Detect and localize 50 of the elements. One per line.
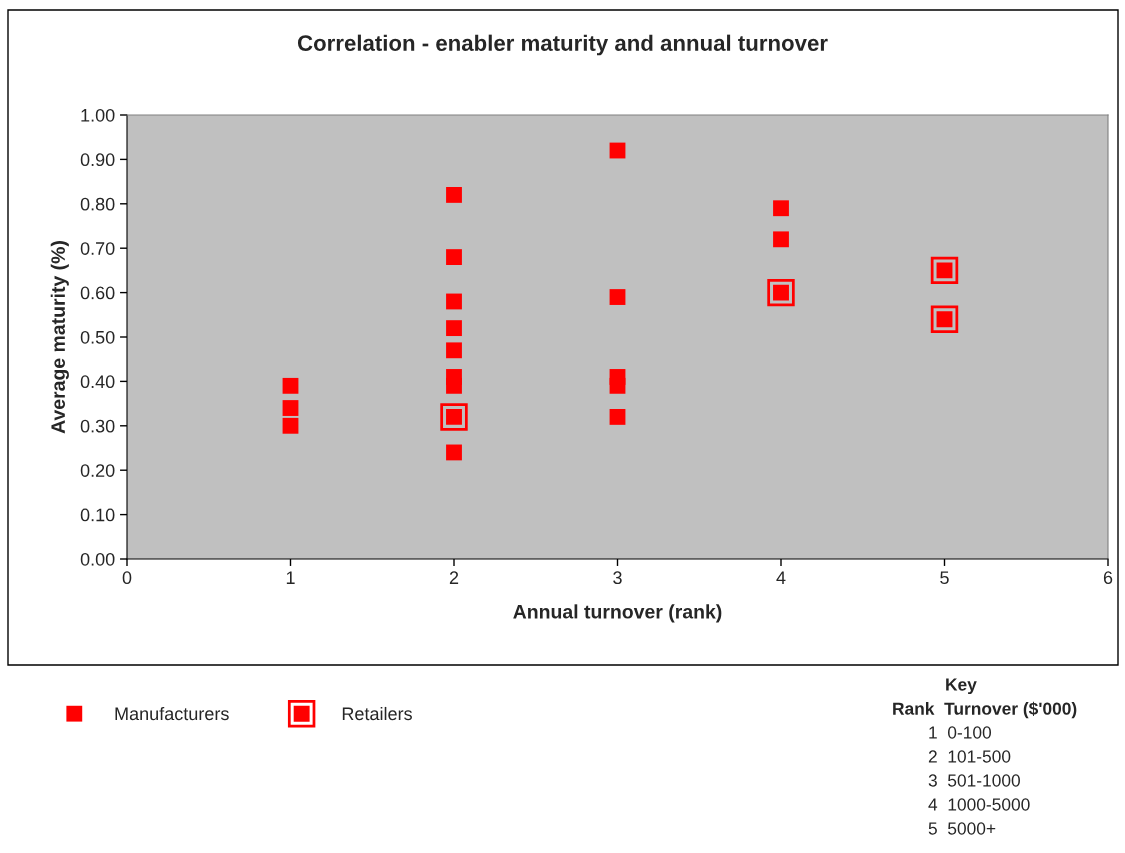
point [773,231,789,248]
point [609,289,626,305]
point [767,278,795,307]
point [446,342,462,359]
point [930,305,959,333]
text: 5 5000+ [928,822,996,835]
text: 2 101-500 [928,750,1011,763]
point [930,256,959,285]
point [446,444,462,461]
point [609,377,626,394]
x-tick-label: 3 [613,571,622,585]
y-tick-label: 0.40 [80,375,115,389]
x-tick-label: 0 [122,571,132,585]
x-tick-label: 6 [1103,571,1113,585]
x-tick-label: 2 [449,571,459,584]
point [446,320,462,337]
text: 4 1000-5000 [928,798,1030,811]
y-tick-label: 0.00 [80,552,115,566]
point [446,249,462,265]
y-tick-label: 0.20 [80,464,115,477]
point [609,142,626,159]
point [282,400,299,416]
point [282,377,299,394]
y-tick-label: 0.10 [80,508,115,522]
legend-label: Retailers [342,706,412,721]
text: Key [946,678,977,695]
point [282,417,299,434]
y-tick-label: 0.90 [80,153,115,167]
text: 3 501-1000 [928,774,1020,787]
y-tick-label: 0.50 [80,330,115,344]
point [440,403,468,431]
point [773,200,789,217]
x-tick-label: 5 [940,571,949,585]
point [446,377,462,394]
y-axis-title: Average maturity (%) [50,241,69,434]
y-tick-label: 0.70 [80,242,115,255]
y-tick-label: 0.80 [80,197,115,211]
x-tick-label: 1 [286,571,295,584]
text: Rank Turnover ($'000) [893,701,1077,719]
point [446,187,462,203]
y-tick-label: 0.60 [80,286,115,300]
x-tick-label: 4 [776,571,786,584]
y-tick-label: 1.00 [81,108,115,122]
legend-label: Manufacturers [115,706,229,721]
x-axis-title: Annual turnover (rank) [513,604,722,623]
text: 1 0-100 [929,726,992,739]
chart-title: Correlation - enabler maturity and annual turnover [297,34,828,56]
point [446,293,462,310]
point [609,409,626,425]
y-tick-label: 0.30 [80,419,115,433]
